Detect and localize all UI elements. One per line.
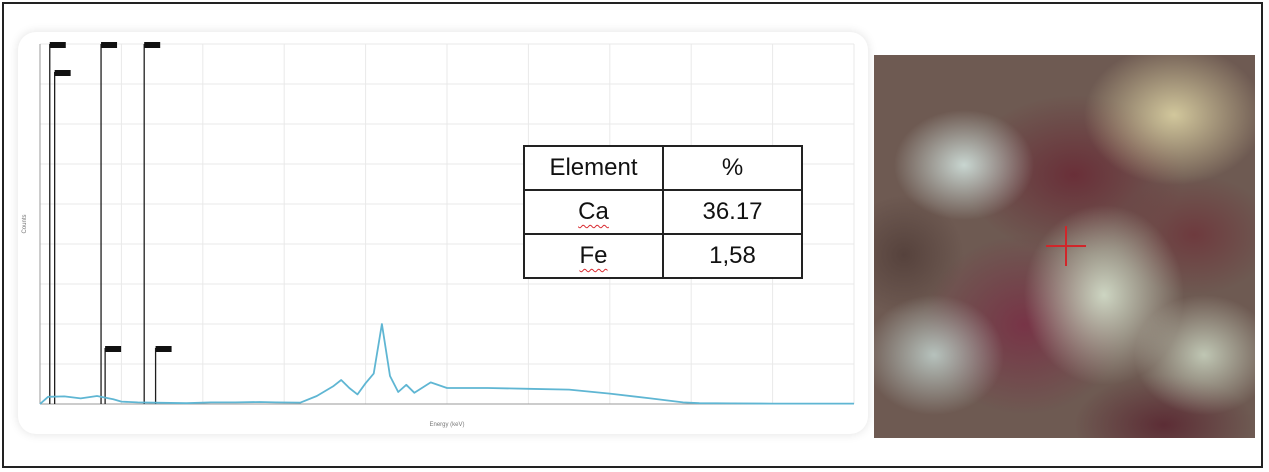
y-axis-label: Counts (22, 214, 28, 233)
table-cell-element: Ca (523, 189, 664, 235)
table-header-row: Element % (523, 145, 803, 191)
spectrum-line (39, 323, 854, 405)
table-cell-value: 1,58 (662, 233, 803, 279)
micrograph-image (874, 55, 1255, 438)
element-ca: Ca (578, 198, 609, 225)
peak-marker-tag (101, 42, 118, 48)
table-header-percent: % (662, 145, 803, 191)
peak-marker-tag (49, 42, 66, 48)
table-cell-value: 36.17 (662, 189, 803, 235)
table-header-element: Element (523, 145, 664, 191)
peak-marker-tag (54, 70, 71, 76)
peak-marker-tag (105, 346, 122, 352)
composition-table: Element % Ca 36.17 Fe 1,58 (523, 145, 803, 279)
table-row: Fe 1,58 (523, 233, 803, 279)
x-axis-label: Energy (keV) (429, 422, 464, 428)
table-row: Ca 36.17 (523, 189, 803, 235)
element-fe: Fe (579, 242, 608, 269)
spectrum-chart: Energy (keV) Counts (22, 42, 855, 428)
crosshair-marker-vertical (1065, 226, 1067, 266)
table-cell-element: Fe (523, 233, 664, 279)
spectrum-chart-panel: Energy (keV) Counts Element % Ca 36.17 Fe… (18, 32, 868, 434)
peak-marker-tag (144, 42, 161, 48)
peak-marker-tag (155, 346, 172, 352)
